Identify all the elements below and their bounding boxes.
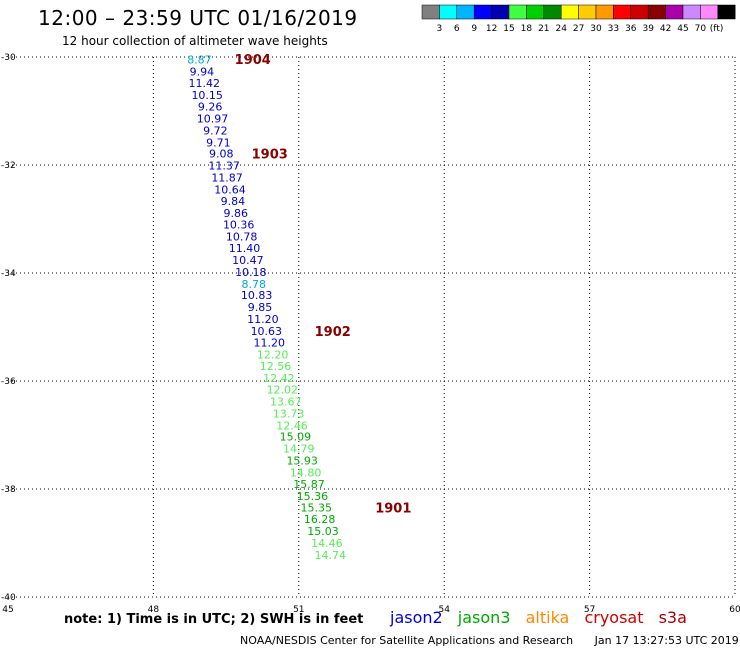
wave-height-point: 11.20: [247, 313, 279, 326]
wave-height-point: 11.37: [208, 160, 240, 173]
chart-subtitle: 12 hour collection of altimeter wave hei…: [62, 34, 328, 48]
wave-height-point: 11.42: [189, 77, 221, 90]
wave-height-point: 15.03: [307, 525, 339, 538]
colorbar-label: 33: [608, 24, 619, 34]
y-tick-label: -40: [1, 593, 16, 603]
wave-height-point: 14.79: [283, 443, 315, 456]
footer: NOAA/NESDIS Center for Satellite Applica…: [240, 634, 739, 647]
colorbar-label: 18: [521, 24, 533, 34]
wave-height-point: 11.40: [229, 242, 261, 255]
wave-height-point: 12.20: [257, 349, 289, 362]
wave-height-point: 9.08: [209, 148, 234, 161]
wave-height-point: 12.02: [267, 384, 299, 397]
colorbar-label: 42: [660, 24, 671, 34]
wave-height-point: 14.74: [315, 549, 347, 562]
wave-height-point: 9.72: [203, 124, 228, 137]
wave-height-point: 11.87: [211, 171, 243, 184]
satellite-legend: jason2 jason3 altika cryosat s3a: [390, 608, 697, 627]
wave-height-point: 14.80: [290, 466, 322, 479]
wave-height-point: 9.85: [248, 301, 273, 314]
wave-height-point: 10.15: [191, 89, 223, 102]
y-tick-label: -38: [1, 485, 16, 495]
note-text: note: 1) Time is in UTC; 2) SWH is in fe…: [64, 612, 364, 627]
colorbar-label: 15: [503, 24, 514, 34]
y-tick-label: -30: [1, 53, 16, 63]
satellite-altika: altika: [525, 608, 570, 627]
colorbar-label: 9: [471, 24, 477, 34]
colorbar-legend: 3 6 9 12 15 18 21 24 27 30 33 36 39 42 45 70 (ft): [421, 4, 736, 34]
wave-height-point: 10.83: [241, 289, 273, 302]
wave-height-point: 9.84: [221, 195, 246, 208]
colorbar-label: 70: [695, 24, 707, 34]
wave-height-point: 10.47: [232, 254, 264, 267]
y-tick-label: -36: [1, 377, 16, 387]
y-tick-label: -34: [1, 269, 16, 279]
wave-height-point: 15.09: [280, 431, 312, 444]
wave-height-point: 16.28: [304, 513, 336, 526]
footer-credit: NOAA/NESDIS Center for Satellite Applica…: [240, 634, 574, 647]
wave-height-point: 12.56: [260, 360, 292, 373]
colorbar-label: 3: [437, 24, 443, 34]
colorbar-label: 6: [454, 24, 460, 34]
wave-height-point: 9.86: [224, 207, 249, 220]
x-tick-label: 45: [2, 605, 13, 615]
x-tick-label: 60: [729, 605, 740, 615]
x-tick-label: 57: [584, 605, 595, 615]
wave-height-point: 10.78: [226, 230, 258, 243]
wave-height-point: 9.71: [206, 136, 231, 149]
wave-height-point: 15.35: [300, 501, 332, 514]
wave-height-point: 13.67: [270, 396, 302, 409]
chart-title: 12:00 – 23:59 UTC 01/16/2019: [38, 6, 358, 30]
wave-height-point: 15.36: [297, 490, 329, 503]
wave-height-point: 10.64: [214, 183, 246, 196]
colorbar-swatch: [717, 4, 736, 20]
colorbar-label: 30: [590, 24, 602, 34]
colorbar-label: 45: [677, 24, 688, 34]
y-tick-label: -32: [1, 161, 16, 171]
wave-height-point: 10.36: [223, 218, 255, 231]
wave-height-point: 10.97: [197, 113, 229, 126]
x-tick-label: 54: [438, 605, 450, 615]
satellite-s3a: s3a: [658, 608, 687, 627]
track-label: 1902: [315, 325, 351, 340]
track-label: 1901: [375, 501, 411, 516]
wave-height-point: 15.87: [293, 478, 325, 491]
wave-height-point: 10.18: [235, 266, 267, 279]
colorbar-label: 36: [625, 24, 637, 34]
colorbar-label: 24: [555, 24, 567, 34]
satellite-cryosat: cryosat: [584, 608, 644, 627]
wave-height-point: 8.87: [187, 54, 212, 67]
satellite-jason3: jason3: [457, 608, 511, 627]
wave-height-point: 8.78: [241, 278, 266, 291]
x-tick-label: 51: [293, 605, 304, 615]
wave-height-point: 12.46: [276, 419, 308, 432]
track-label: 1904: [235, 53, 271, 68]
colorbar-label: 12: [486, 24, 497, 34]
colorbar-label: 27: [573, 24, 584, 34]
wave-height-point: 15.93: [286, 454, 318, 467]
x-tick-label: 48: [148, 605, 160, 615]
wave-height-point: 9.26: [198, 101, 223, 114]
wave-height-point: 11.20: [253, 337, 285, 350]
colorbar-unit: (ft): [710, 24, 724, 34]
wave-height-point: 10.63: [251, 325, 283, 338]
track-label: 1903: [252, 148, 288, 163]
wave-height-point: 9.94: [190, 66, 215, 79]
satellite-jason2: jason2: [390, 608, 443, 627]
wave-height-point: 14.46: [311, 537, 343, 550]
wave-height-point: 12.42: [263, 372, 295, 385]
wave-height-point: 13.73: [273, 407, 305, 420]
colorbar-label: 21: [538, 24, 549, 34]
footer-timestamp: Jan 17 13:27:53 UTC 2019: [594, 634, 739, 647]
colorbar-label: 39: [642, 24, 654, 34]
